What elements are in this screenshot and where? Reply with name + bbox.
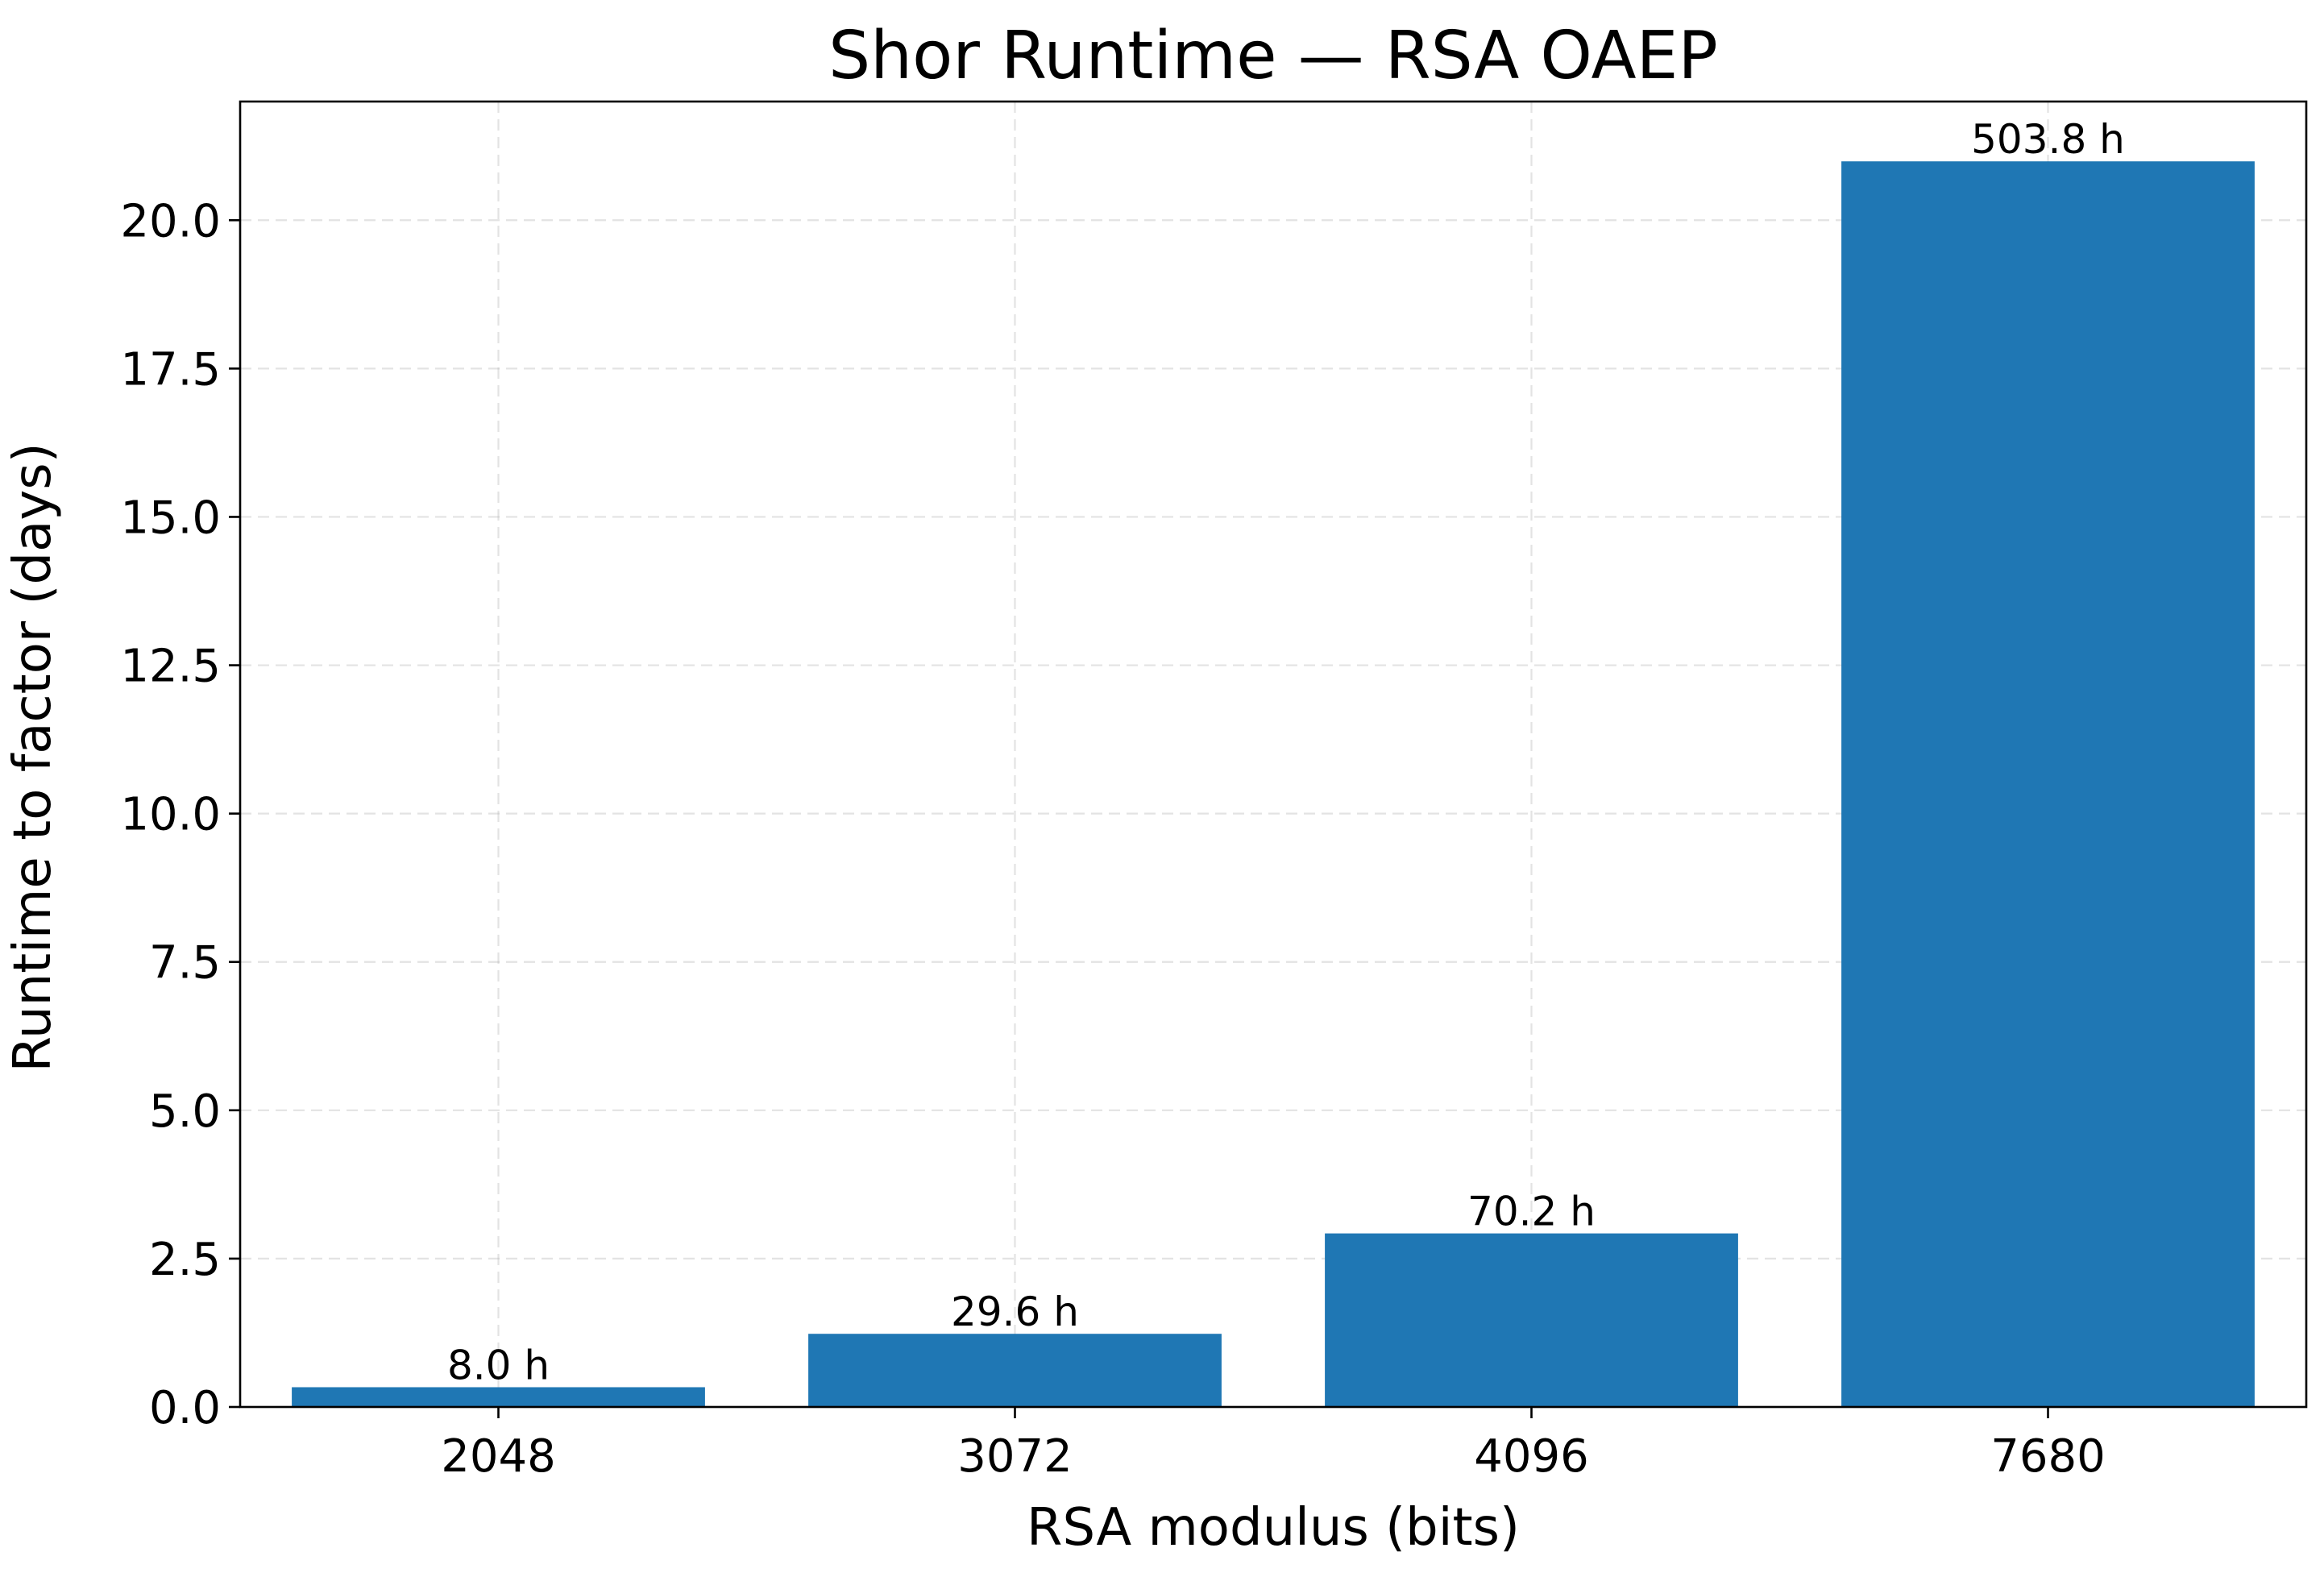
x-tick-label: 4096 bbox=[1474, 1430, 1589, 1483]
bars bbox=[292, 161, 2255, 1407]
y-tick-label: 2.5 bbox=[149, 1234, 221, 1286]
bar bbox=[1325, 1233, 1738, 1407]
y-tick-label: 7.5 bbox=[149, 937, 221, 990]
bar-value-labels: 8.0 h 29.6 h 70.2 h 503.8 h bbox=[447, 116, 2125, 1388]
y-tick-label: 10.0 bbox=[120, 789, 221, 841]
bar bbox=[292, 1387, 705, 1407]
bar-value-label: 503.8 h bbox=[1971, 116, 2125, 163]
y-axis-label: Runtime to factor (days) bbox=[3, 442, 63, 1072]
bar bbox=[1841, 161, 2255, 1407]
bar-value-label: 8.0 h bbox=[447, 1342, 550, 1388]
x-axis: 2048 3072 4096 7680 bbox=[441, 1407, 2106, 1483]
x-tick-label: 2048 bbox=[441, 1430, 556, 1483]
y-tick-label: 20.0 bbox=[120, 195, 221, 247]
bar-value-label: 70.2 h bbox=[1467, 1189, 1596, 1235]
grid-lines bbox=[240, 102, 2306, 1409]
plot-frame bbox=[239, 100, 2308, 1409]
x-tick-label: 3072 bbox=[957, 1430, 1073, 1483]
y-tick-label: 5.0 bbox=[149, 1085, 221, 1138]
bar-value-label: 29.6 h bbox=[951, 1289, 1079, 1335]
y-tick-label: 12.5 bbox=[120, 641, 221, 693]
chart-title: Shor Runtime — RSA OAEP bbox=[828, 18, 1718, 94]
bar bbox=[808, 1334, 1222, 1407]
y-tick-label: 0.0 bbox=[149, 1382, 221, 1434]
y-tick-label: 15.0 bbox=[120, 492, 221, 544]
x-tick-label: 7680 bbox=[1990, 1430, 2106, 1483]
x-axis-label: RSA modulus (bits) bbox=[1027, 1498, 1520, 1558]
y-tick-label: 17.5 bbox=[120, 343, 221, 396]
y-axis: 0.0 2.5 5.0 7.5 10.0 12.5 15.0 17.5 20.0 bbox=[120, 195, 240, 1434]
